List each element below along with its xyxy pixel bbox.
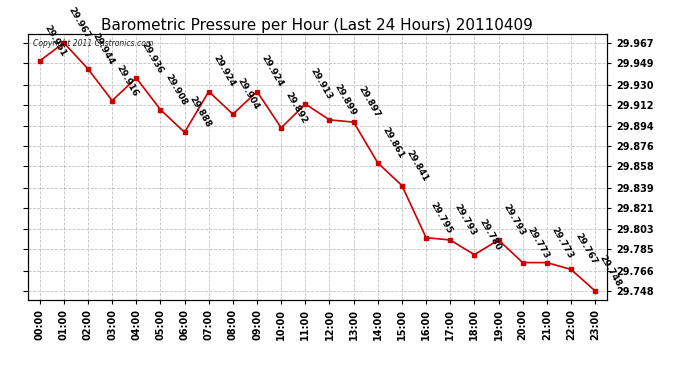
Text: 29.793: 29.793 [453, 202, 478, 237]
Text: 29.936: 29.936 [139, 40, 164, 75]
Text: 29.793: 29.793 [502, 202, 526, 237]
Text: 29.904: 29.904 [236, 77, 261, 111]
Text: 29.908: 29.908 [164, 72, 188, 107]
Text: 29.916: 29.916 [115, 63, 140, 98]
Text: 29.773: 29.773 [550, 225, 575, 260]
Text: 29.944: 29.944 [91, 31, 116, 66]
Text: 29.924: 29.924 [212, 54, 237, 89]
Text: 29.748: 29.748 [598, 254, 623, 288]
Text: 29.888: 29.888 [188, 95, 213, 129]
Text: 29.924: 29.924 [260, 54, 285, 89]
Text: 29.795: 29.795 [429, 200, 454, 235]
Text: 29.773: 29.773 [526, 225, 551, 260]
Text: 29.892: 29.892 [284, 90, 309, 125]
Title: Barometric Pressure per Hour (Last 24 Hours) 20110409: Barometric Pressure per Hour (Last 24 Ho… [101, 18, 533, 33]
Text: 29.780: 29.780 [477, 217, 502, 252]
Text: 29.841: 29.841 [405, 148, 430, 183]
Text: 29.767: 29.767 [574, 232, 599, 267]
Text: 29.951: 29.951 [43, 24, 68, 58]
Text: Copyright 2011 Castronics.com: Copyright 2011 Castronics.com [33, 39, 154, 48]
Text: 29.967: 29.967 [67, 5, 92, 40]
Text: 29.913: 29.913 [308, 66, 333, 101]
Text: 29.897: 29.897 [357, 84, 382, 119]
Text: 29.861: 29.861 [381, 126, 406, 160]
Text: 29.899: 29.899 [333, 82, 357, 117]
